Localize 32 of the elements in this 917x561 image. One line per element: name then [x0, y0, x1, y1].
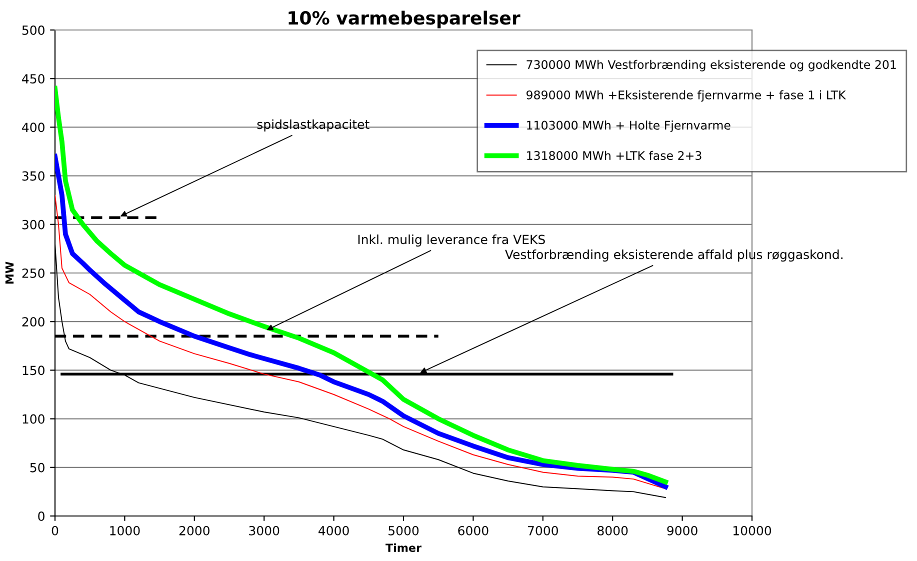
y-tick-label: 0 — [38, 511, 44, 521]
y-tick-label: 150 — [22, 366, 44, 376]
x-tick-label: 8000 — [598, 526, 628, 536]
legend-label: 989000 MWh +Eksisterende fjernvarme + fase 1 i LTK — [526, 90, 846, 102]
y-tick-label: 500 — [22, 25, 44, 35]
x-tick-label: 10000 — [733, 526, 772, 536]
y-tick-label: 300 — [22, 220, 44, 230]
y-tick-label: 250 — [22, 268, 44, 278]
y-tick-label: 400 — [22, 122, 44, 132]
legend-label: 1103000 MWh + Holte Fjernvarme — [527, 120, 730, 132]
annotation: spidslastkapacitet — [257, 119, 370, 132]
annotation: Inkl. mulig leverance fra VEKS — [358, 234, 545, 247]
x-tick-label: 3000 — [249, 526, 280, 536]
y-tick-label: 200 — [22, 317, 44, 327]
x-tick-label: 2000 — [179, 526, 210, 536]
y-tick-label: 350 — [22, 171, 44, 181]
y-axis-title: MW — [5, 262, 14, 284]
x-tick-label: 4000 — [318, 526, 349, 536]
x-axis-title: Timer — [386, 543, 422, 552]
x-tick-label: 5000 — [388, 526, 419, 536]
y-tick-label: 100 — [22, 414, 44, 424]
x-tick-label: 7000 — [528, 526, 558, 536]
x-tick-label: 9000 — [667, 526, 698, 536]
x-tick-label: 1000 — [110, 526, 140, 536]
x-tick-label: 0 — [52, 526, 58, 536]
legend-label: 730000 MWh Vestforbrænding eksisterende og godkendte 201 — [526, 60, 896, 72]
x-tick-label: 6000 — [458, 526, 488, 536]
y-tick-label: 450 — [22, 74, 44, 84]
legend-label: 1318000 MWh +LTK fase 2+3 — [527, 150, 702, 160]
chart-title: 10% varmebesparelser — [288, 10, 520, 28]
y-tick-label: 50 — [30, 462, 44, 472]
annotation: Vestforbrænding eksisterende affald plus røggaskond. — [505, 249, 842, 262]
